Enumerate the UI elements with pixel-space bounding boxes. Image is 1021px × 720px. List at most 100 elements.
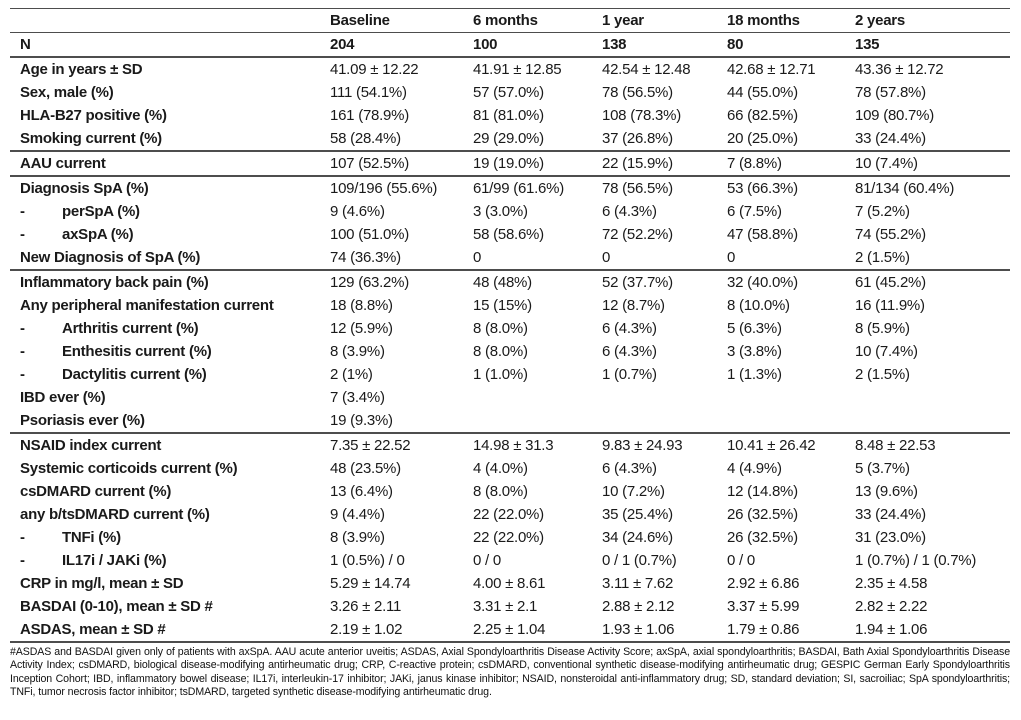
cell-value: 3.11 ± 7.62 xyxy=(602,575,674,592)
table-row: - TNFi (%) 8 (3.9%) 22 (22.0%) 34 (24.6%) 26 … xyxy=(10,526,1010,549)
cell-value: 19 (19.0%) xyxy=(473,155,544,172)
row-label: Smoking current (%) xyxy=(10,127,330,151)
cell-value: 37 (26.8%) xyxy=(602,130,673,147)
cell-value xyxy=(855,409,1010,433)
table-row: Smoking current (%) 58 (28.4%) 29 (29.0%) 3… xyxy=(10,127,1010,151)
cell-value: 41.91 ± 12.85 xyxy=(473,61,562,78)
cell-value: 0 xyxy=(602,249,611,266)
cell-value: 2.25 ± 1.04 xyxy=(473,621,546,638)
cell-value: 8 (8.0%) xyxy=(473,343,528,360)
table-row: Systemic corticoids current (%) 48 (23.5%… xyxy=(10,457,1010,480)
cell-value: 3.37 ± 5.99 xyxy=(727,598,800,615)
row-bullet-dash: - xyxy=(20,366,25,383)
cell-value: 3.26 ± 2.11 xyxy=(330,598,402,615)
cell-value: 4 (4.0%) xyxy=(473,460,528,477)
row-label: - perSpA (%) xyxy=(10,200,330,223)
cell-value: 78 (56.5%) xyxy=(602,180,673,197)
row-label-text: any b/tsDMARD current (%) xyxy=(20,506,210,523)
column-header-baseline: Baseline xyxy=(330,12,390,29)
cell-value: 16 (11.9%) xyxy=(855,297,925,314)
row-label: IBD ever (%) xyxy=(10,386,330,409)
cell-value: 26 (32.5%) xyxy=(727,529,798,546)
row-label-text: Diagnosis SpA (%) xyxy=(20,180,149,197)
cell-value: 80 xyxy=(727,36,744,53)
cell-value: 1 (0.5%) / 0 xyxy=(330,552,405,569)
row-label-text: Arthritis current (%) xyxy=(62,320,199,337)
cell-value: 78 (57.8%) xyxy=(855,84,926,101)
cell-value: 47 (58.8%) xyxy=(727,226,798,243)
cell-value xyxy=(473,386,602,409)
cell-value: 2 (1.5%) xyxy=(855,366,910,383)
cell-value: 8 (8.0%) xyxy=(473,320,528,337)
cell-value: 8 (3.9%) xyxy=(330,529,385,546)
cell-value: 8 (5.9%) xyxy=(855,320,910,337)
cell-value: 18 (8.8%) xyxy=(330,297,393,314)
row-bullet-dash: - xyxy=(20,203,25,220)
row-label-text: NSAID index current xyxy=(20,437,162,454)
row-label-text: IL17i / JAKi (%) xyxy=(62,552,167,569)
cell-value: 1 (1.0%) xyxy=(473,366,528,383)
cell-value: 0 / 0 xyxy=(473,552,501,569)
row-label-text: Sex, male (%) xyxy=(20,84,114,101)
row-bullet-dash: - xyxy=(20,320,25,337)
row-label-text: csDMARD current (%) xyxy=(20,483,172,500)
cell-value: 81 (81.0%) xyxy=(473,107,544,124)
cell-value: 1.93 ± 1.06 xyxy=(602,621,675,638)
baseline-characteristics-table: Baseline 6 months 1 year 18 months 2 yea… xyxy=(10,8,1010,643)
cell-value: 26 (32.5%) xyxy=(727,506,798,523)
cell-value: 161 (78.9%) xyxy=(330,107,409,124)
table-body: N 204 100 138 80 135 Age in years ± SD 41.09 ± … xyxy=(10,33,1010,643)
table-row: any b/tsDMARD current (%) 9 (4.4%) 22 (22.… xyxy=(10,503,1010,526)
cell-value: 1 (0.7%) xyxy=(602,366,657,383)
row-label: Systemic corticoids current (%) xyxy=(10,457,330,480)
row-label: Psoriasis ever (%) xyxy=(10,409,330,433)
row-label: BASDAI (0-10), mean ± SD # xyxy=(10,595,330,618)
row-label: - axSpA (%) xyxy=(10,223,330,246)
cell-value: 107 (52.5%) xyxy=(330,155,409,172)
cell-value: 2.35 ± 4.58 xyxy=(855,575,928,592)
cell-value: 129 (63.2%) xyxy=(330,274,409,291)
cell-value: 5 (3.7%) xyxy=(855,460,910,477)
row-bullet-dash: - xyxy=(20,529,25,546)
cell-value: 53 (66.3%) xyxy=(727,180,798,197)
cell-value: 2 (1%) xyxy=(330,366,373,383)
row-label-text: CRP in mg/l, mean ± SD xyxy=(20,575,184,592)
cell-value: 48 (48%) xyxy=(473,274,532,291)
row-label: csDMARD current (%) xyxy=(10,480,330,503)
cell-value: 74 (36.3%) xyxy=(330,249,401,266)
table-row: - IL17i / JAKi (%) 1 (0.5%) / 0 0 / 0 0 / 1 … xyxy=(10,549,1010,572)
cell-value: 109 (80.7%) xyxy=(855,107,934,124)
row-label-text: Inflammatory back pain (%) xyxy=(20,274,209,291)
row-label: CRP in mg/l, mean ± SD xyxy=(10,572,330,595)
cell-value: 57 (57.0%) xyxy=(473,84,544,101)
cell-value: 58 (58.6%) xyxy=(473,226,544,243)
row-label: Diagnosis SpA (%) xyxy=(10,176,330,200)
table-row: Psoriasis ever (%) 19 (9.3%) xyxy=(10,409,1010,433)
cell-value: 1 (0.7%) / 1 (0.7%) xyxy=(855,552,977,569)
cell-value: 3 (3.0%) xyxy=(473,203,528,220)
cell-value: 5.29 ± 14.74 xyxy=(330,575,411,592)
cell-value: 204 xyxy=(330,36,355,53)
row-label-text: Any peripheral manifestation current xyxy=(20,297,274,314)
cell-value: 9 (4.6%) xyxy=(330,203,385,220)
cell-value: 0 xyxy=(473,249,482,266)
row-bullet-dash: - xyxy=(20,343,25,360)
cell-value: 35 (25.4%) xyxy=(602,506,673,523)
row-label: AAU current xyxy=(10,151,330,176)
cell-value: 19 (9.3%) xyxy=(330,412,393,429)
cell-value: 2.88 ± 2.12 xyxy=(602,598,675,615)
table-row: Diagnosis SpA (%) 109/196 (55.6%) 61/99 (6… xyxy=(10,176,1010,200)
cell-value: 1.79 ± 0.86 xyxy=(727,621,800,638)
cell-value: 44 (55.0%) xyxy=(727,84,798,101)
cell-value: 52 (37.7%) xyxy=(602,274,673,291)
cell-value: 109/196 (55.6%) xyxy=(330,180,438,197)
column-header-18-months: 18 months xyxy=(727,12,800,29)
cell-value: 100 (51.0%) xyxy=(330,226,409,243)
cell-value: 13 (9.6%) xyxy=(855,483,918,500)
table-row: New Diagnosis of SpA (%) 74 (36.3%) 0 0 0 2 (… xyxy=(10,246,1010,270)
cell-value: 7 (8.8%) xyxy=(727,155,782,172)
row-label: - Enthesitis current (%) xyxy=(10,340,330,363)
cell-value: 42.54 ± 12.48 xyxy=(602,61,691,78)
cell-value: 108 (78.3%) xyxy=(602,107,681,124)
cell-value: 6 (4.3%) xyxy=(602,343,657,360)
